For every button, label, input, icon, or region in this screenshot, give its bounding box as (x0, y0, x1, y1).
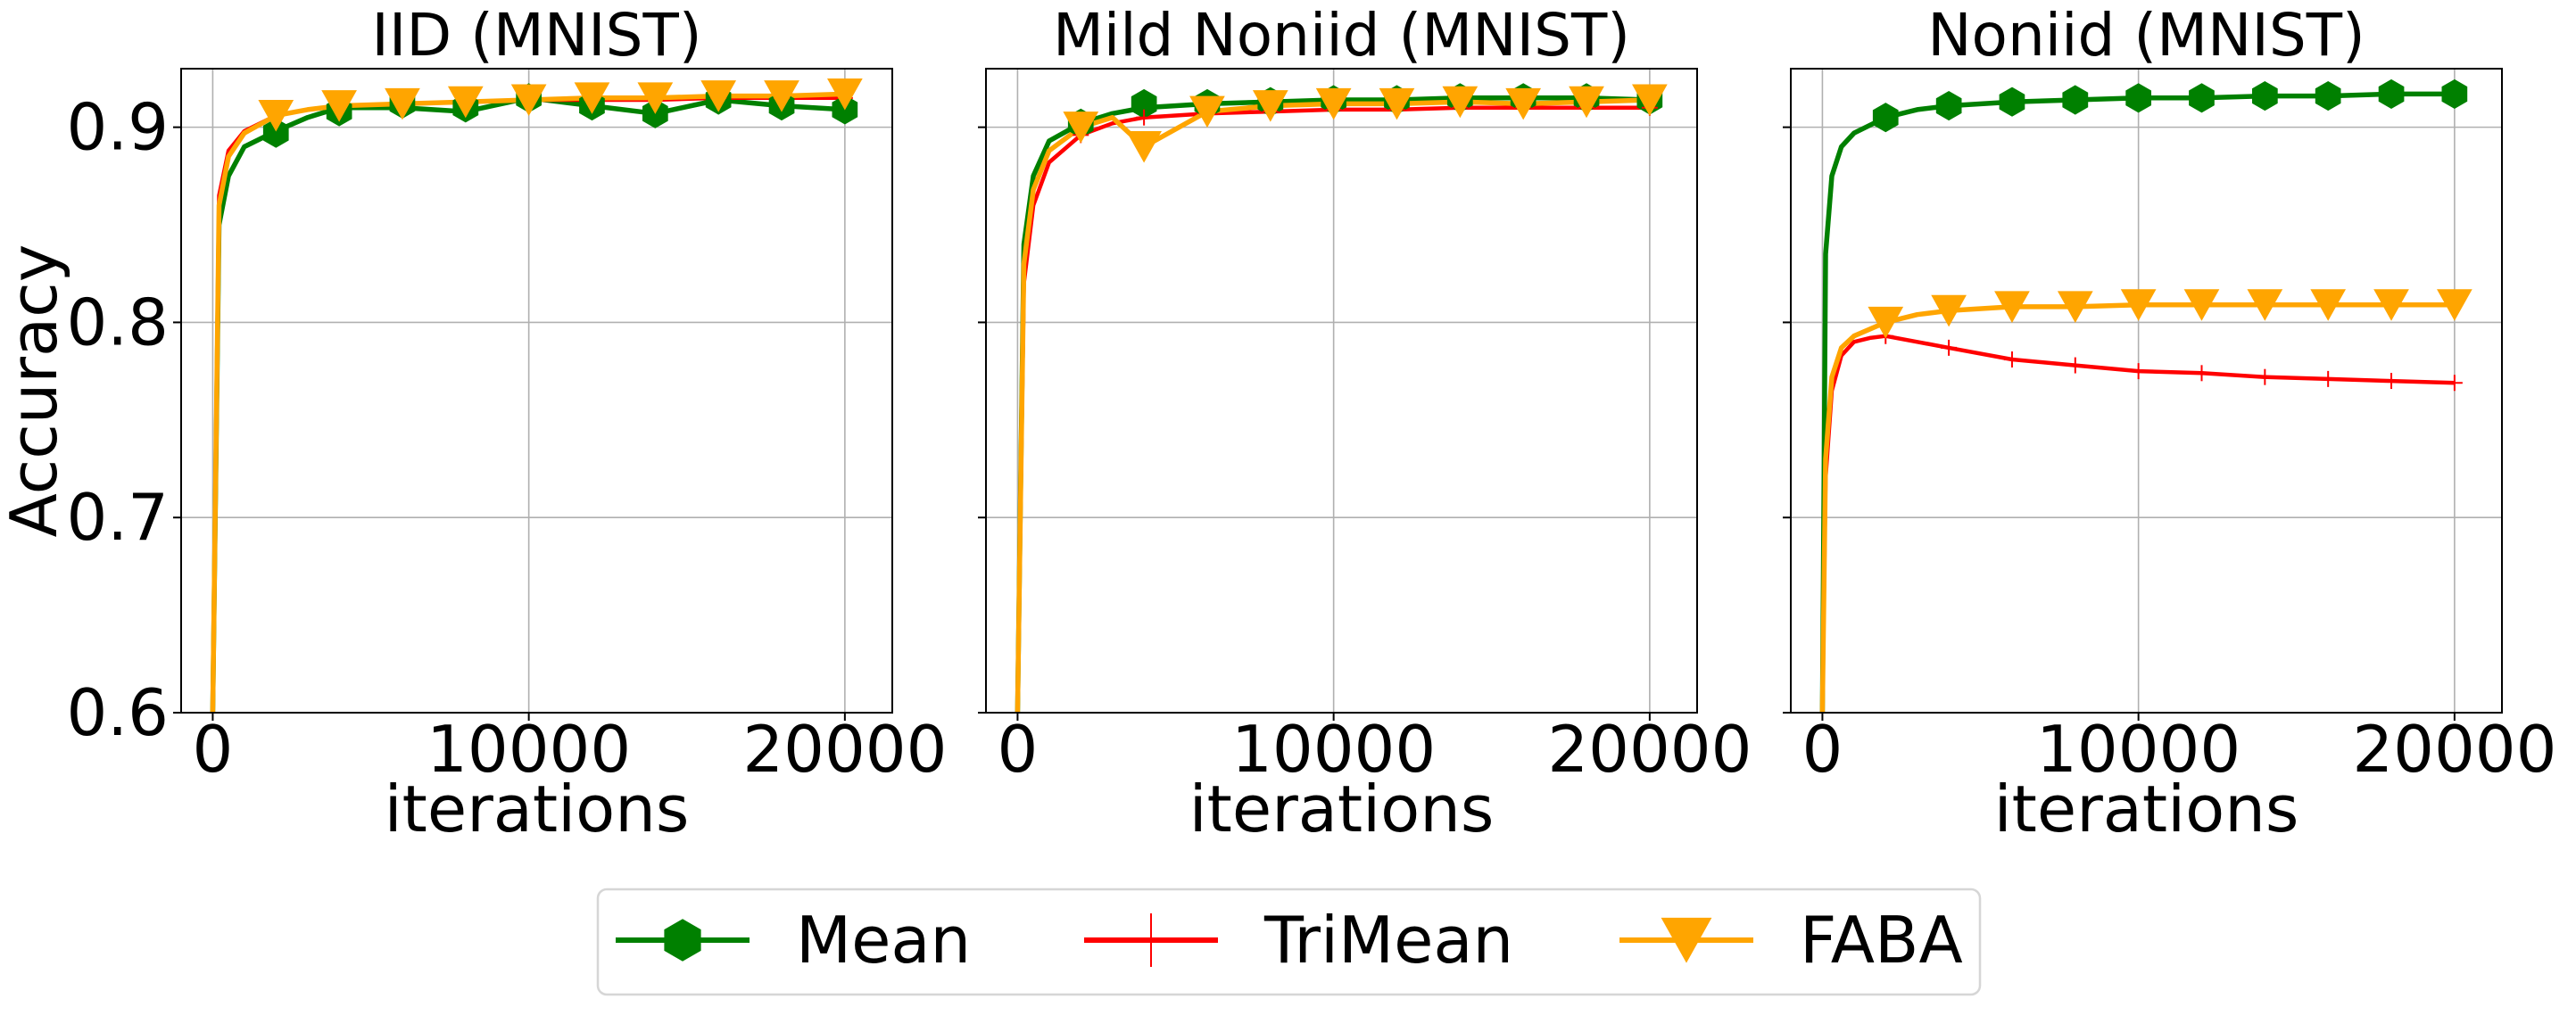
y-tick-label: 0.6 (66, 675, 169, 750)
x-axis-label: iterations (385, 772, 690, 846)
marker-mean (1999, 87, 2025, 117)
panel-1: 0 10000 20000 0.6 0.7 0.8 0.9 IID (MNIST) iterat… (0, 1, 947, 846)
x-tick-label: 0 (1802, 712, 1843, 787)
y-axis-label: Accuracy (0, 244, 71, 538)
x-tick-label: 20000 (2352, 712, 2556, 787)
marker-faba (2057, 291, 2093, 323)
legend: Mean TriMean FABA (596, 888, 1982, 996)
x-tick-label: 0 (998, 712, 1039, 787)
marker-trimean (2446, 375, 2463, 392)
plot-frame (985, 68, 1698, 714)
marker-faba (385, 87, 420, 120)
marker-faba (2310, 289, 2347, 321)
marker-faba (2437, 289, 2472, 321)
marker-faba (1442, 86, 1479, 119)
marker-trimean (2257, 368, 2274, 385)
marker-faba (1505, 87, 1542, 120)
legend-label: Mean (796, 903, 971, 978)
marker-mean (2378, 78, 2405, 109)
marker-faba (2183, 289, 2220, 321)
marker-mean (2252, 81, 2278, 111)
marker-trimean (2320, 370, 2337, 387)
marker-faba (2120, 289, 2157, 321)
legend-entry-mean: Mean (616, 903, 971, 978)
legend-label: FABA (1800, 903, 1963, 978)
panel-2: 0 10000 20000 Mild Noniid (MNIST) iterations (978, 1, 1752, 846)
x-tick-label: 10000 (427, 712, 631, 787)
series-line-mean (1819, 91, 2455, 713)
marker-faba (700, 80, 737, 112)
legend-marker (1124, 913, 1178, 967)
marker-faba (1868, 306, 1904, 339)
marker-faba (1379, 87, 1415, 120)
marker-faba (1569, 86, 1604, 119)
panel-title: Noniid (MNIST) (1927, 1, 2365, 70)
y-tick-label: 0.9 (66, 90, 169, 165)
marker-faba (637, 82, 674, 114)
marker-trimean (2003, 351, 2020, 367)
marker-faba (574, 82, 610, 114)
marker-faba (2373, 289, 2409, 321)
x-axis-label: iterations (1994, 772, 2299, 846)
legend-entry-faba: FABA (1619, 903, 1963, 978)
plot-frame (180, 68, 893, 714)
marker-mean (1872, 103, 1899, 133)
marker-mean (1935, 91, 1962, 121)
marker-trimean (2383, 373, 2400, 390)
panel-title: IID (MNIST) (371, 1, 701, 70)
marker-trimean (1941, 339, 1958, 356)
marker-mean (2062, 85, 2089, 115)
marker-faba (321, 90, 357, 122)
marker-trimean (2193, 365, 2210, 382)
y-tick-label: 0.8 (66, 285, 169, 359)
marker-faba (258, 100, 294, 132)
marker-faba (764, 80, 799, 112)
marker-faba (2247, 289, 2283, 321)
marker-mean (2315, 81, 2341, 111)
marker-faba (447, 86, 484, 119)
panel-title: Mild Noniid (MNIST) (1053, 1, 1630, 70)
marker-faba (827, 78, 863, 111)
marker-mean (262, 118, 289, 148)
marker-trimean (2067, 357, 2083, 374)
marker-faba (1126, 131, 1162, 163)
marker-faba (510, 84, 547, 117)
panel-3: 0 10000 20000 Noniid (MNIST) iterations (1783, 1, 2556, 846)
x-axis-label: iterations (1189, 772, 1495, 846)
series-line-faba (1819, 301, 2455, 713)
marker-faba (1632, 84, 1668, 117)
marker-faba (1189, 95, 1225, 128)
marker-faba (1252, 90, 1288, 122)
legend-entry-trimean: TriMean (1084, 903, 1513, 978)
marker-trimean (1136, 109, 1153, 126)
marker-faba (1994, 291, 2030, 323)
x-tick-label: 20000 (742, 712, 947, 787)
x-tick-label: 10000 (2036, 712, 2241, 787)
legend-marker (1661, 917, 1712, 963)
marker-mean (2189, 83, 2215, 113)
marker-mean (2125, 83, 2151, 113)
plot-frame (1790, 68, 2503, 714)
marker-faba (1931, 294, 1967, 327)
x-tick-label: 10000 (1231, 712, 1436, 787)
marker-mean (2441, 78, 2468, 109)
x-tick-label: 0 (193, 712, 234, 787)
y-tick-label: 0.7 (66, 480, 169, 555)
x-tick-label: 20000 (1547, 712, 1752, 787)
marker-faba (1315, 87, 1352, 120)
marker-faba (1063, 111, 1099, 144)
legend-label: TriMean (1263, 903, 1513, 978)
legend-box (596, 888, 1982, 996)
marker-trimean (2130, 363, 2147, 380)
legend-marker (664, 919, 701, 962)
